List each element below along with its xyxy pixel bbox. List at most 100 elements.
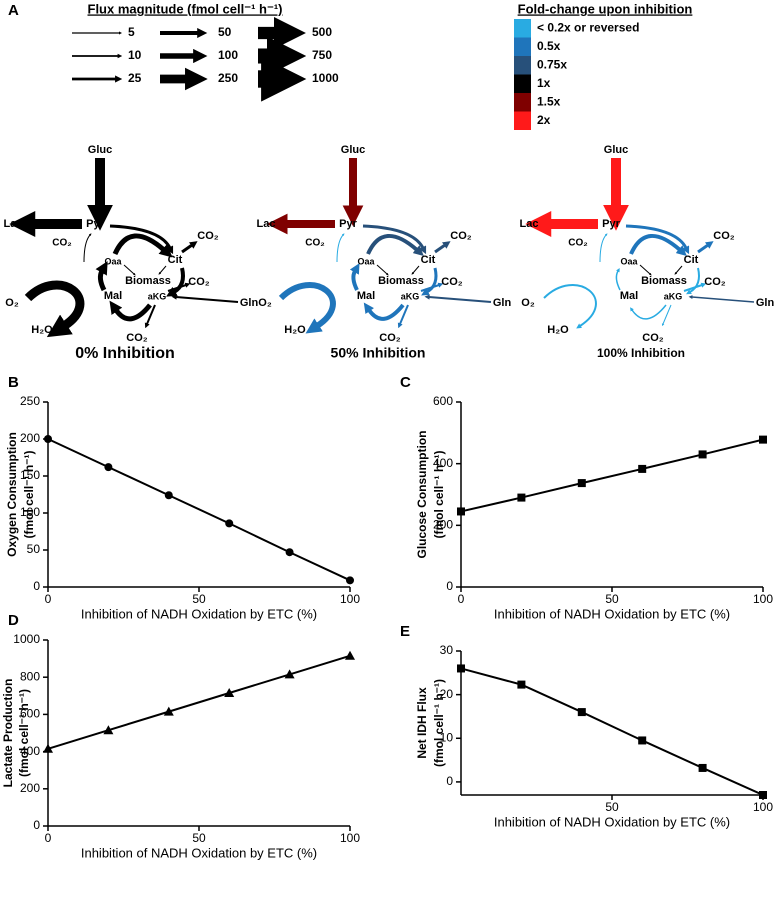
data-point [698,763,707,772]
fold-legend-label: 1x [537,76,551,90]
data-point [698,450,707,459]
y-axis-label: (fmol cell⁻¹ h⁻¹) [432,451,446,539]
flux-arrow [615,268,621,291]
data-point [225,519,234,528]
metabolite-label: Gluc [341,144,365,156]
data-point [104,463,113,472]
x-tick-label: 100 [340,831,360,845]
metabolite-label: Lac [257,218,276,230]
y-tick-label: 600 [433,394,453,408]
x-tick-label: 0 [45,831,52,845]
metabolite-label: Biomass [641,275,687,287]
flux-arrow [434,241,451,254]
x-tick-label: 50 [192,831,206,845]
metabolite-label: Cit [168,254,183,266]
y-axis-label: Oxygen Consumption [5,432,19,557]
flux-arrow [674,265,683,275]
flux-arrow [625,224,690,255]
y-tick-label: 200 [20,431,40,445]
flux-legend-label: 750 [312,48,332,62]
flux-arrow [397,304,409,329]
flux-arrow [167,282,191,292]
flux-arrow [420,282,444,292]
metabolite-label: Gln [493,297,512,309]
y-tick-label: 100 [20,505,40,519]
metabolite-label: CO₂ [379,332,401,344]
flux-arrow [158,265,167,275]
data-point [163,706,174,716]
flux-legend-label: 250 [218,71,238,85]
flux-arrow [639,264,652,276]
flux-arrow [376,264,389,276]
x-tick-label: 100 [753,592,773,606]
panel-label: D [8,612,19,629]
y-tick-label: 400 [433,456,453,470]
y-tick-label: 0 [33,579,40,593]
flux-arrow [697,241,714,254]
metabolite-label: Lac [520,218,539,230]
flux-legend-label: 100 [218,48,238,62]
flux-arrow [686,267,700,295]
y-tick-label: 1000 [13,632,40,646]
fold-legend-label: 0.5x [537,39,561,53]
fold-legend-swatch [514,111,531,130]
fold-legend-label: 0.75x [537,58,567,72]
metabolite-label: O₂ [258,297,272,309]
data-point [285,548,294,557]
fold-legend-label: < 0.2x or reversed [537,21,639,35]
metabolite-label: Oaa [620,256,638,266]
y-tick-label: 600 [20,707,40,721]
y-axis-label: (fmol cell⁻¹ h⁻¹) [22,451,36,539]
data-line [460,438,764,513]
data-point [43,743,53,753]
metabolite-label: O₂ [521,297,535,309]
x-tick-label: 0 [458,592,465,606]
panel-label: A [8,2,19,19]
fold-legend-title: Fold-change upon inhibition [518,1,693,16]
metabolite-label: aKG [148,291,167,301]
data-point [103,725,114,735]
panel-label: E [400,623,410,640]
data-point [638,736,647,745]
metabolite-label: O₂ [5,297,19,309]
flux-legend-title: Flux magnitude (fmol cell⁻¹ h⁻¹) [88,1,283,16]
flux-arrow [336,233,345,263]
fold-legend-swatch [514,74,531,93]
fold-legend-swatch [514,93,531,112]
metabolite-label: H₂O [284,324,306,336]
metabolite-label: Oaa [104,256,122,266]
x-axis-label: Inhibition of NADH Oxidation by ETC (%) [81,606,317,621]
data-point [759,435,767,444]
data-line [47,654,351,750]
metabolite-label: CO₂ [197,230,219,242]
flux-arrow [599,233,608,263]
data-point [284,669,295,679]
flux-legend-label: 10 [128,48,142,62]
flux-arrow [630,304,667,320]
metabolite-label: Gluc [604,144,628,156]
flux-arrow [144,304,156,329]
x-tick-label: 50 [192,592,206,606]
metabolite-label: Lac [4,218,23,230]
flux-arrow [95,261,108,292]
data-point [457,507,465,516]
y-tick-label: 0 [33,818,40,832]
diagram-title: 50% Inhibition [331,345,426,361]
metabolite-label: Mal [620,290,638,302]
y-tick-label: 200 [433,518,453,532]
metabolite-label: Mal [104,290,122,302]
fold-legend-label: 1.5x [537,95,561,109]
metabolite-label: Pyr [86,218,104,230]
metabolite-label: CO₂ [450,230,472,242]
x-tick-label: 100 [340,592,360,606]
flux-legend-label: 50 [218,25,232,39]
flux-arrow [421,267,438,296]
y-tick-label: 800 [20,669,40,683]
flux-arrow [543,284,597,329]
metabolite-label: CO₂ [188,276,210,288]
flux-arrow [112,233,173,258]
metabolite-label: Mal [357,290,375,302]
